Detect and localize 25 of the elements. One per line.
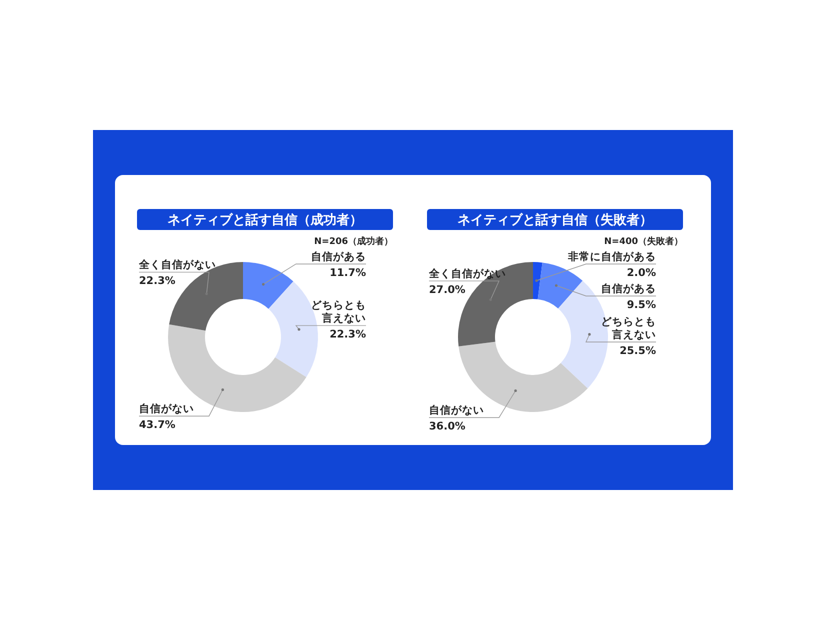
slice-label: 自信がある: [311, 250, 366, 263]
donut-slice: [533, 262, 542, 300]
data-label: 25.5%: [620, 345, 656, 357]
data-label: 11.7%: [330, 267, 366, 279]
slice-label: 自信がない: [429, 404, 484, 417]
data-label: 27.0%: [429, 284, 466, 296]
slice-label: 全く自信がない: [428, 266, 506, 280]
slice-label: 自信がある: [601, 282, 656, 295]
slice-label: 自信がない: [139, 402, 194, 416]
chart-title: ネイティブと話す自信（失敗者）: [458, 212, 652, 228]
data-label: 22.3%: [330, 328, 366, 341]
chart-title: ネイティブと話す自信（成功者）: [168, 212, 362, 228]
data-label: 9.5%: [626, 299, 656, 311]
data-label: 43.7%: [139, 419, 176, 432]
slice-label: 全く自信がない: [138, 258, 216, 272]
slice-label: 非常に自信がある: [567, 250, 656, 263]
data-label: 22.3%: [139, 275, 176, 288]
data-label: 2.0%: [626, 267, 656, 279]
donut-slice: [538, 262, 583, 308]
chart-subtitle: N=400（失敗者）: [604, 236, 683, 247]
slice-label: どちらとも言えない: [311, 300, 366, 325]
data-label: 36.0%: [429, 420, 466, 433]
donut-slice: [243, 262, 294, 309]
slice-label: どちらとも言えない: [601, 316, 656, 341]
chart-subtitle: N=206（成功者）: [314, 236, 393, 247]
